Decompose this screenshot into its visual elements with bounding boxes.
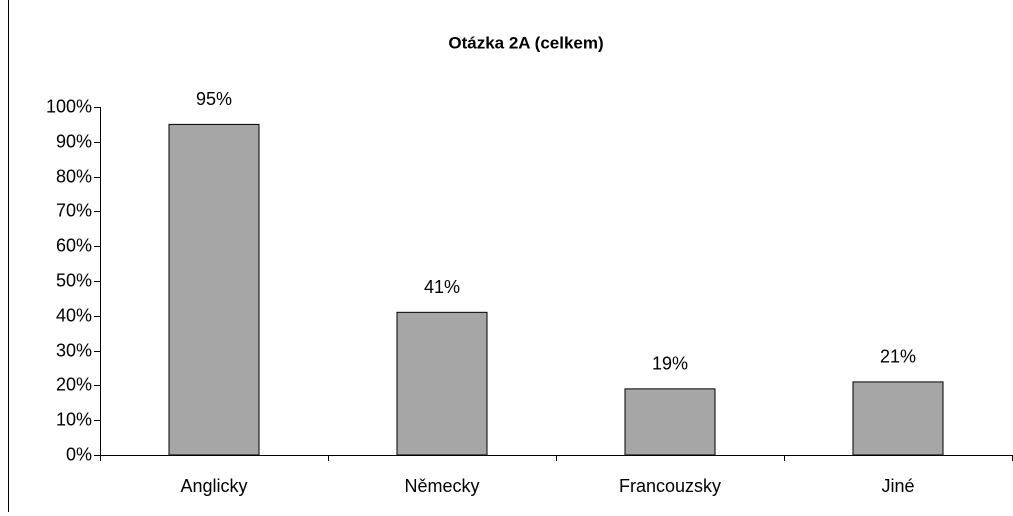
x-tick-label: Francouzsky xyxy=(619,476,721,496)
value-label: 95% xyxy=(196,89,232,109)
y-tick-label: 30% xyxy=(56,340,92,360)
value-label: 21% xyxy=(880,347,916,367)
y-tick-label: 40% xyxy=(56,305,92,325)
bar xyxy=(396,311,488,456)
x-tick-label: Anglicky xyxy=(180,476,247,496)
bar xyxy=(168,123,260,456)
value-label: 41% xyxy=(424,277,460,297)
y-tick-label: 70% xyxy=(56,200,92,220)
y-tick-label: 50% xyxy=(56,270,92,290)
x-tick-label: Jiné xyxy=(881,476,914,496)
y-tick-label: 90% xyxy=(56,131,92,151)
y-tick-label: 10% xyxy=(56,409,92,429)
y-tick-label: 60% xyxy=(56,235,92,255)
y-tick-label: 100% xyxy=(46,96,92,116)
x-tick-label: Německy xyxy=(404,476,479,496)
y-tick-label: 20% xyxy=(56,374,92,394)
bar xyxy=(852,381,944,456)
value-label: 19% xyxy=(652,354,688,374)
chart-title: Otázka 2A (celkem) xyxy=(448,33,603,52)
bar xyxy=(624,388,716,456)
y-tick-label: 0% xyxy=(66,444,92,464)
y-tick-label: 80% xyxy=(56,166,92,186)
